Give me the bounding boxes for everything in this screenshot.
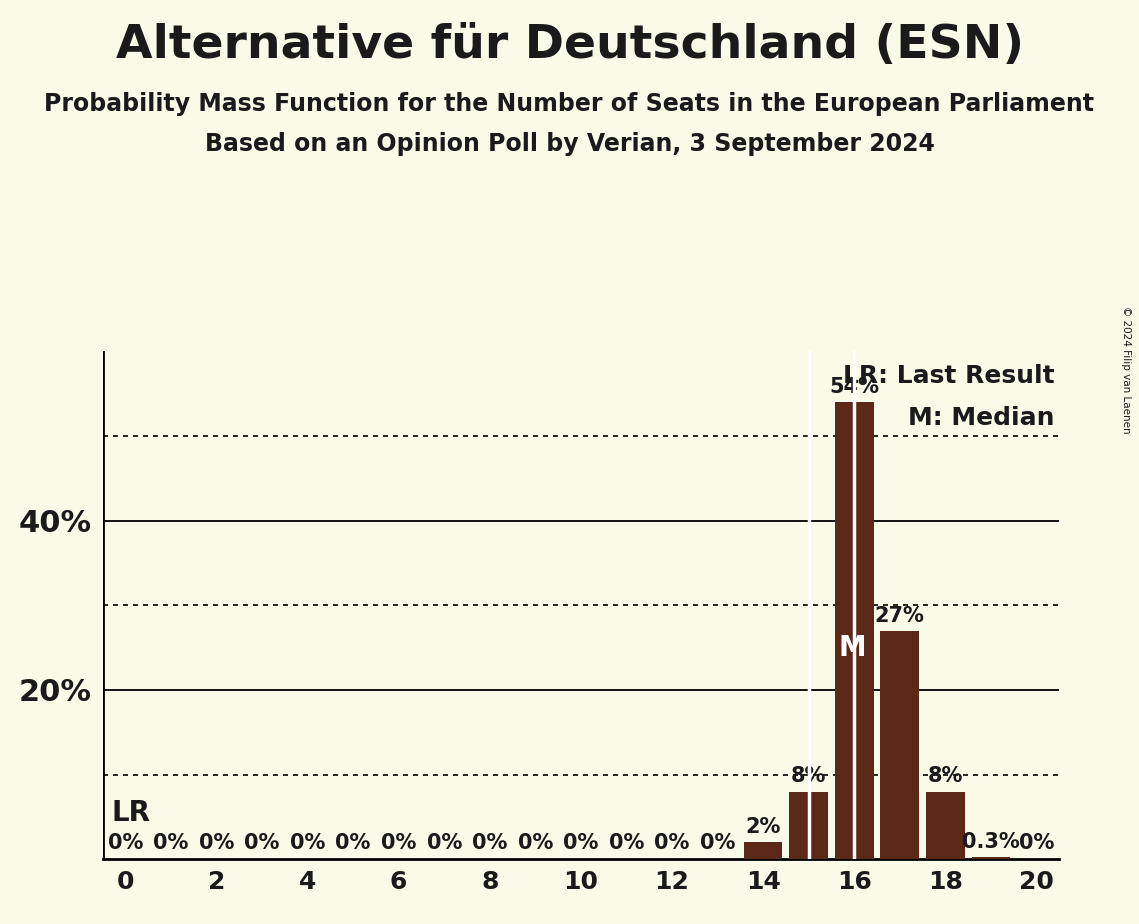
Text: Alternative für Deutschland (ESN): Alternative für Deutschland (ESN)	[115, 23, 1024, 68]
Text: LR: Last Result: LR: Last Result	[843, 364, 1055, 388]
Text: 8%: 8%	[790, 767, 827, 786]
Text: 0%: 0%	[472, 833, 508, 853]
Bar	[789, 792, 828, 859]
Bar	[744, 843, 782, 859]
Text: 0%: 0%	[198, 833, 235, 853]
Text: 27%: 27%	[875, 605, 925, 626]
Text: 0%: 0%	[608, 833, 645, 853]
Bar	[835, 402, 874, 859]
Text: 0%: 0%	[335, 833, 371, 853]
Text: 0%: 0%	[699, 833, 736, 853]
Text: 0%: 0%	[654, 833, 690, 853]
Text: 0%: 0%	[426, 833, 462, 853]
Text: 0%: 0%	[380, 833, 417, 853]
Text: Probability Mass Function for the Number of Seats in the European Parliament: Probability Mass Function for the Number…	[44, 92, 1095, 116]
Text: 0.3%: 0.3%	[962, 832, 1019, 852]
Text: M: M	[838, 634, 866, 662]
Text: 0%: 0%	[153, 833, 189, 853]
Text: © 2024 Filip van Laenen: © 2024 Filip van Laenen	[1121, 306, 1131, 433]
Text: 0%: 0%	[1018, 833, 1055, 853]
Bar	[972, 857, 1010, 859]
Text: LR: LR	[112, 798, 150, 827]
Bar	[926, 792, 965, 859]
Text: 8%: 8%	[927, 767, 964, 786]
Text: 54%: 54%	[829, 377, 879, 396]
Text: Based on an Opinion Poll by Verian, 3 September 2024: Based on an Opinion Poll by Verian, 3 Se…	[205, 132, 934, 156]
Text: 0%: 0%	[563, 833, 599, 853]
Text: 0%: 0%	[244, 833, 280, 853]
Bar	[880, 630, 919, 859]
Text: 2%: 2%	[745, 818, 781, 837]
Text: 0%: 0%	[517, 833, 554, 853]
Text: 0%: 0%	[107, 833, 144, 853]
Text: M: Median: M: Median	[908, 407, 1055, 431]
Text: 0%: 0%	[289, 833, 326, 853]
